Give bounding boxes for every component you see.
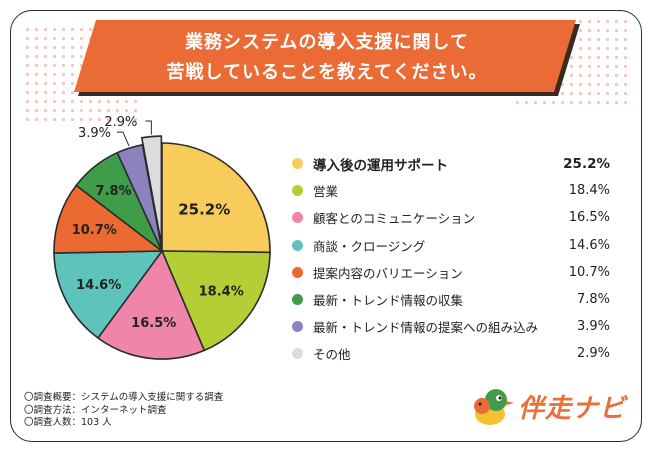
pie-label-5: 7.8%	[96, 184, 132, 199]
legend-label: 営業	[313, 184, 339, 200]
pie-label-3: 14.6%	[76, 278, 121, 293]
legend-value: 7.8%	[576, 292, 610, 308]
legend-dot-icon	[292, 212, 303, 224]
legend-value: 16.5%	[568, 210, 610, 226]
legend-dot-icon	[292, 158, 303, 170]
title-banner-shape	[74, 20, 580, 96]
pie-slice-0	[161, 142, 271, 254]
survey-note-overview: 〇調査概要：システムの導入支援に関する調査	[24, 392, 224, 403]
legend-label: 商談・クロージング	[313, 238, 426, 254]
brand-logo: 伴走ナビ	[470, 382, 630, 432]
pie-label-0: 25.2%	[178, 200, 230, 218]
leader-line-7	[145, 120, 152, 135]
legend-item-5: 最新・トレンド情報の収集 7.8%	[292, 286, 610, 313]
title-banner: 業務システムの導入支援に関して 苦戦していることを教えてください。	[72, 18, 582, 98]
legend-value: 18.4%	[568, 183, 610, 199]
legend-value: 14.6%	[568, 237, 610, 253]
legend-value: 10.7%	[568, 264, 610, 280]
title-line-1: 業務システムの導入支援に関して	[185, 32, 469, 53]
legend-label: その他	[313, 347, 351, 363]
legend-item-7: その他 2.9%	[292, 340, 610, 367]
bird-mascot-icon	[474, 389, 514, 425]
pie-label-7: 2.9%	[104, 115, 137, 130]
pie-slice-4	[53, 184, 165, 254]
legend-value: 2.9%	[576, 346, 610, 362]
legend-label: 顧客とのコミュニケーション	[313, 211, 476, 227]
legend-label: 提案内容のバリエーション	[313, 265, 463, 281]
survey-note-method: 〇調査方法：インターネット調査	[24, 404, 167, 416]
chart-legend: 導入後の運用サポート 25.2% 営業 18.4% 顧客とのコミュニケーション 16.5%…	[292, 150, 610, 368]
pie-label-1: 18.4%	[199, 285, 244, 300]
legend-dot-icon	[292, 294, 303, 306]
legend-dot-icon	[292, 185, 303, 197]
pie-slice-3	[53, 250, 164, 340]
legend-value: 25.2%	[563, 155, 610, 172]
pie-label-4: 10.7%	[72, 223, 117, 238]
leader-line-6	[116, 131, 130, 147]
legend-dot-icon	[292, 266, 303, 278]
logo-text: 伴走ナビ	[518, 394, 627, 424]
pie-slice-7	[140, 135, 163, 245]
legend-value: 3.9%	[576, 319, 610, 335]
survey-note-count: 〇調査人数：103 人	[24, 417, 112, 428]
legend-item-2: 顧客とのコミュニケーション 16.5%	[292, 204, 610, 231]
legend-item-6: 最新・トレンド情報の提案への組み込み 3.9%	[292, 313, 610, 340]
legend-item-4: 提案内容のバリエーション 10.7%	[292, 259, 610, 286]
legend-dot-icon	[292, 348, 303, 360]
legend-label: 最新・トレンド情報の提案への組み込み	[313, 320, 539, 336]
survey-notes: 〇調査概要：システムの導入支援に関する調査 〇調査方法：インターネット調査 〇調…	[24, 392, 223, 430]
pie-slice-1	[160, 250, 271, 352]
legend-label: 導入後の運用サポート	[313, 157, 448, 174]
legend-item-1: 営業 18.4%	[292, 177, 610, 204]
legend-dot-icon	[292, 239, 303, 251]
pie-label-2: 16.5%	[131, 316, 176, 331]
pie-slice-2	[96, 249, 206, 360]
title-line-2: 苦戦していることを教えてください。	[166, 62, 488, 83]
legend-item-0: 導入後の運用サポート 25.2%	[292, 150, 610, 177]
legend-item-3: 商談・クロージング 14.6%	[292, 232, 610, 259]
pie-label-6: 3.9%	[78, 126, 111, 141]
legend-dot-icon	[292, 321, 303, 333]
legend-label: 最新・トレンド情報の収集	[313, 293, 464, 309]
